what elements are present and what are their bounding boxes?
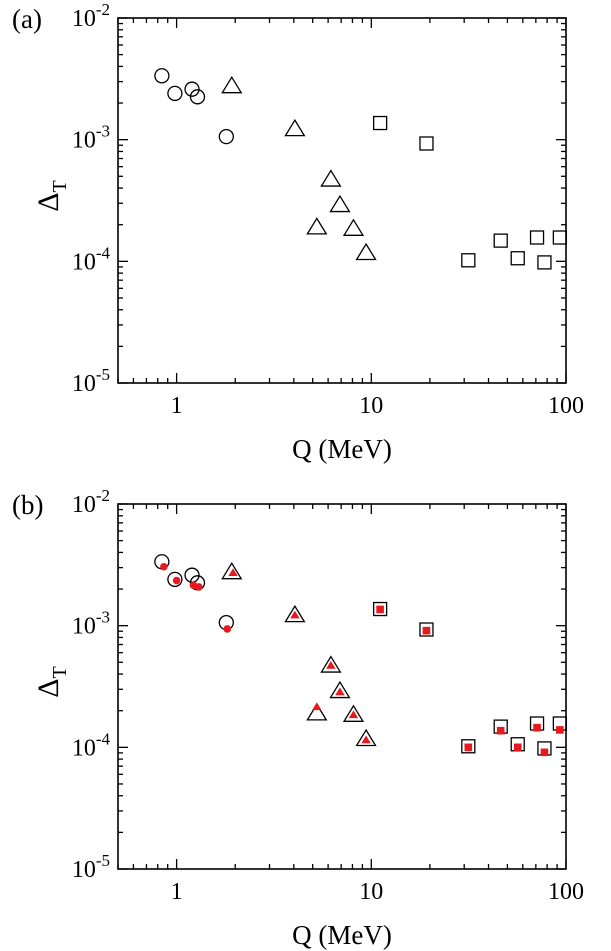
x-axis-title-b: Q (MeV): [292, 920, 392, 950]
y-axis-title-a: ΔT: [32, 180, 71, 212]
model-point-square: [376, 605, 384, 614]
model-point-square: [422, 626, 431, 635]
data-point-square: [461, 739, 476, 754]
model-point-square: [513, 743, 522, 752]
panel-label-b: (b): [12, 490, 43, 520]
model-point-triangle: [312, 702, 322, 711]
markers-a: [154, 68, 568, 270]
data-point-circle: [189, 89, 206, 105]
x-ticks-b: 1 10 100: [117, 504, 584, 905]
data-point-triangle: [355, 728, 377, 747]
x-tick-label: 100: [548, 879, 584, 905]
x-tick-label: 1: [171, 879, 183, 905]
y-ticks-a: 10-2 10-3 10-4 10-5: [72, 0, 566, 397]
y-axis-title-sub-b: T: [49, 666, 71, 678]
data-point-square: [529, 230, 545, 245]
data-point-triangle: [284, 118, 306, 137]
model-point-triangle: [335, 687, 345, 696]
data-point-triangle: [329, 680, 351, 699]
data-point-square: [419, 136, 434, 151]
model-point-triangle: [348, 710, 359, 719]
data-point-triangle: [306, 217, 328, 235]
x-axis-title-a: Q (MeV): [292, 434, 392, 464]
data-point-circle: [154, 68, 170, 84]
y-tick-label: 10-5: [72, 365, 110, 397]
data-point-square: [510, 251, 525, 266]
data-point-circle: [167, 571, 183, 588]
data-point-triangle: [329, 194, 351, 213]
y-tick-label: 10-5: [72, 851, 110, 883]
model-point-square: [556, 726, 564, 734]
data-point-triangle: [284, 604, 306, 623]
model-point-circle: [194, 583, 203, 591]
data-point-triangle: [306, 703, 328, 721]
y-axis-title-main-b: Δ: [32, 678, 65, 697]
model-point-circle: [223, 625, 232, 633]
markers-b: [154, 554, 568, 757]
model-point-circle: [172, 576, 181, 585]
x-tick-label: 10: [359, 879, 383, 905]
plot-area-b: [117, 503, 567, 870]
y-tick-label: 10-3: [72, 122, 110, 154]
data-point-square: [372, 601, 388, 617]
data-point-square: [552, 230, 568, 245]
y-tick-label: 10-2: [72, 486, 110, 518]
data-point-square: [419, 622, 434, 637]
y-axis-title-sub-a: T: [49, 180, 71, 192]
data-point-triangle: [320, 169, 342, 187]
y-axis-title-b: ΔT: [32, 666, 71, 698]
panel-b: (b) 1 10 100 10-2 10-3 10-4 10-5 Q (MeV) ΔT: [12, 486, 584, 950]
data-point-triangle: [342, 218, 365, 236]
model-point-triangle: [290, 610, 300, 619]
data-point-square: [372, 115, 388, 131]
model-point-triangle: [361, 735, 371, 744]
x-tick-label: 100: [548, 393, 584, 419]
x-tick-label: 10: [359, 393, 383, 419]
model-point-square: [496, 726, 505, 735]
data-point-circle: [167, 85, 183, 102]
data-point-square: [461, 253, 476, 268]
data-point-triangle: [342, 704, 365, 722]
model-point-triangle: [326, 661, 336, 669]
data-point-triangle: [221, 75, 243, 94]
y-axis-title-main-a: Δ: [32, 192, 65, 211]
x-ticks-a: 1 10 100: [117, 18, 584, 419]
y-tick-label: 10-4: [72, 729, 111, 761]
data-point-circle: [184, 567, 200, 583]
data-point-triangle: [320, 655, 342, 673]
data-point-triangle: [221, 561, 243, 580]
data-point-square: [537, 255, 552, 270]
svg-text:ΔT: ΔT: [32, 666, 71, 698]
y-tick-label: 10-2: [72, 0, 110, 32]
x-tick-label: 1: [171, 393, 183, 419]
data-point-circle: [184, 81, 200, 97]
model-point-triangle: [228, 568, 238, 577]
data-point-circle: [218, 128, 234, 145]
y-tick-label: 10-3: [72, 608, 110, 640]
y-ticks-b: 10-2 10-3 10-4 10-5: [72, 486, 566, 883]
y-tick-label: 10-4: [72, 243, 111, 275]
plot-area-a: [117, 17, 567, 384]
panel-a: (a) 1 10 100 10-2 10-3 10-4 10-5 Q (MeV) ΔT: [12, 0, 584, 464]
model-point-circle: [160, 562, 168, 571]
panel-label-a: (a): [12, 4, 42, 34]
data-point-triangle: [355, 242, 377, 261]
svg-text:ΔT: ΔT: [32, 180, 71, 212]
model-point-square: [533, 723, 541, 732]
model-point-square: [464, 743, 473, 752]
data-point-square: [493, 233, 508, 248]
model-point-square: [540, 748, 549, 757]
